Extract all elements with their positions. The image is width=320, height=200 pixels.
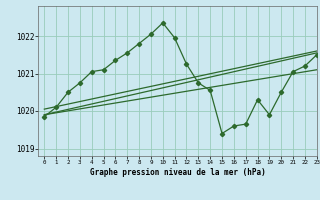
X-axis label: Graphe pression niveau de la mer (hPa): Graphe pression niveau de la mer (hPa) (90, 168, 266, 177)
